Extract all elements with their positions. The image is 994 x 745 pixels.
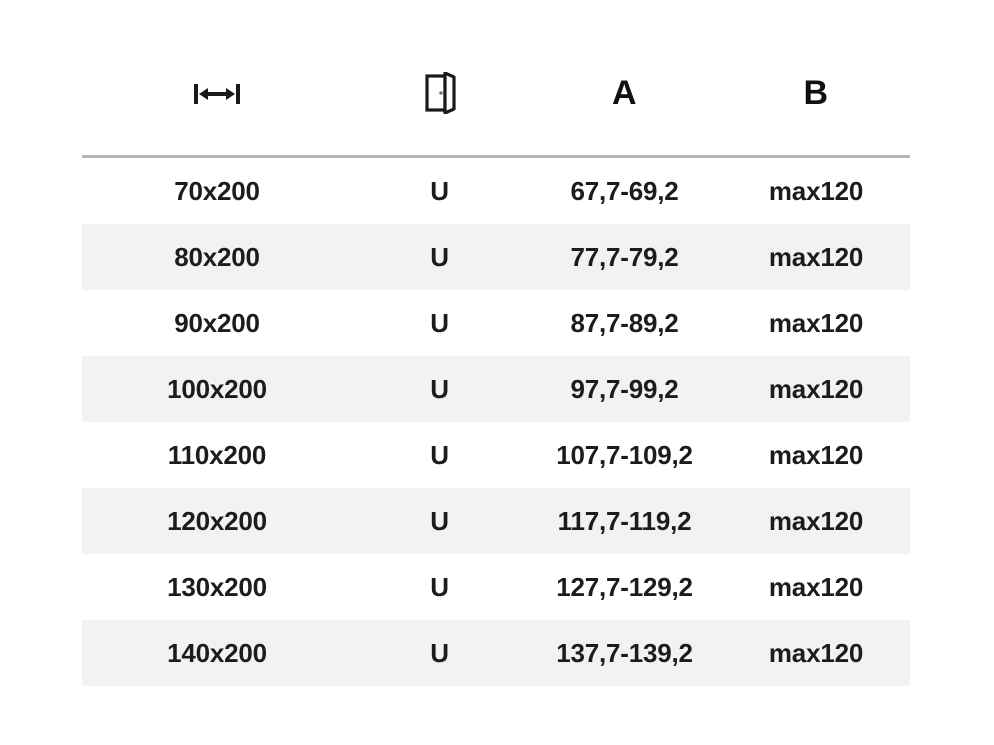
- column-header-b-label: B: [803, 73, 829, 112]
- table-header-row: A B: [82, 30, 910, 158]
- cell-a: 137,7-139,2: [527, 620, 722, 686]
- cell-type: U: [352, 156, 527, 224]
- cell-a: 77,7-79,2: [527, 224, 722, 290]
- table-row: 140x200 U 137,7-139,2 max120: [82, 620, 910, 686]
- cell-b: max120: [722, 488, 910, 554]
- cell-size: 120x200: [82, 488, 352, 554]
- table-row: 100x200 U 97,7-99,2 max120: [82, 356, 910, 422]
- column-header-type: [352, 30, 527, 158]
- table-body: 70x200 U 67,7-69,2 max120 80x200 U 77,7-…: [82, 156, 910, 686]
- cell-type: U: [352, 620, 527, 686]
- cell-size: 80x200: [82, 224, 352, 290]
- cell-type: U: [352, 290, 527, 356]
- cell-b: max120: [722, 356, 910, 422]
- cell-b: max120: [722, 156, 910, 224]
- cell-b: max120: [722, 422, 910, 488]
- column-header-a-label: A: [611, 73, 638, 112]
- column-header-size: [82, 30, 352, 158]
- cell-b: max120: [722, 620, 910, 686]
- width-arrow-icon: [192, 79, 242, 109]
- cell-size: 110x200: [82, 422, 352, 488]
- cell-a: 117,7-119,2: [527, 488, 722, 554]
- cell-size: 130x200: [82, 554, 352, 620]
- cell-a: 87,7-89,2: [527, 290, 722, 356]
- table-row: 130x200 U 127,7-129,2 max120: [82, 554, 910, 620]
- cell-b: max120: [722, 554, 910, 620]
- cell-b: max120: [722, 290, 910, 356]
- cell-size: 70x200: [82, 156, 352, 224]
- table-row: 90x200 U 87,7-89,2 max120: [82, 290, 910, 356]
- cell-type: U: [352, 356, 527, 422]
- cell-size: 100x200: [82, 356, 352, 422]
- cell-a: 97,7-99,2: [527, 356, 722, 422]
- table-header: A B: [82, 30, 910, 158]
- table-row: 110x200 U 107,7-109,2 max120: [82, 422, 910, 488]
- cell-size: 90x200: [82, 290, 352, 356]
- cell-a: 127,7-129,2: [527, 554, 722, 620]
- column-header-a: A: [527, 30, 722, 158]
- column-header-b: B: [722, 30, 910, 158]
- table-row: 70x200 U 67,7-69,2 max120: [82, 156, 910, 224]
- cell-b: max120: [722, 224, 910, 290]
- cell-type: U: [352, 422, 527, 488]
- cell-type: U: [352, 488, 527, 554]
- door-size-table: A B 70x200 U 67,7-69,2 max120 80x200 U 7…: [82, 30, 910, 686]
- cell-type: U: [352, 224, 527, 290]
- cell-a: 107,7-109,2: [527, 422, 722, 488]
- cell-a: 67,7-69,2: [527, 156, 722, 224]
- table-row: 120x200 U 117,7-119,2 max120: [82, 488, 910, 554]
- cell-size: 140x200: [82, 620, 352, 686]
- open-door-icon: [424, 70, 456, 115]
- cell-type: U: [352, 554, 527, 620]
- table-row: 80x200 U 77,7-79,2 max120: [82, 224, 910, 290]
